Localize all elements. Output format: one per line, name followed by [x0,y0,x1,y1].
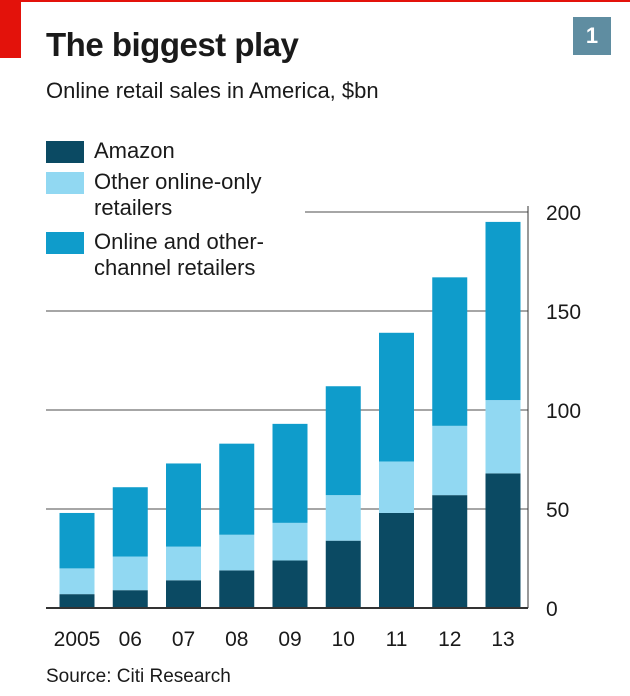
bar-segment-amazon-07 [166,580,201,608]
y-tick-label: 0 [546,598,558,621]
x-tick-label: 13 [491,628,514,651]
x-tick-label: 12 [438,628,461,651]
bar-segment-amazon-11 [379,513,414,608]
bar-segment-online-and-other-channel-2005 [60,513,95,568]
bar-segment-online-and-other-channel-08 [219,444,254,535]
bar-segment-amazon-13 [486,473,521,608]
bar-segment-other-online-only-08 [219,535,254,571]
bar-segment-amazon-2005 [60,594,95,608]
y-tick-label: 100 [546,400,581,423]
bar-segment-other-online-only-10 [326,495,361,541]
x-tick-label: 2005 [54,628,101,651]
x-tick-label: 07 [172,628,195,651]
x-tick-label: 08 [225,628,248,651]
bar-segment-amazon-06 [113,590,148,608]
x-tick-label: 09 [278,628,301,651]
bar-segment-other-online-only-06 [113,557,148,591]
bar-segment-other-online-only-13 [486,400,521,473]
bar-segment-other-online-only-11 [379,461,414,512]
bar-segment-other-online-only-07 [166,547,201,581]
y-tick-label: 50 [546,499,569,522]
bar-segment-amazon-10 [326,541,361,608]
bar-segment-online-and-other-channel-13 [486,222,521,400]
bar-segment-online-and-other-channel-07 [166,463,201,546]
y-tick-label: 200 [546,202,581,225]
source-note: Source: Citi Research [46,666,231,688]
x-tick-label: 11 [386,628,408,651]
bar-segment-amazon-08 [219,570,254,608]
bar-segment-online-and-other-channel-09 [273,424,308,523]
bar-segment-amazon-12 [432,495,467,608]
bar-segment-online-and-other-channel-12 [432,277,467,426]
bar-segment-other-online-only-2005 [60,568,95,594]
bar-segment-other-online-only-09 [273,523,308,561]
bar-segment-online-and-other-channel-06 [113,487,148,556]
y-tick-label: 150 [546,301,581,324]
bar-segment-other-online-only-12 [432,426,467,495]
bar-segment-online-and-other-channel-11 [379,333,414,462]
bar-segment-amazon-09 [273,560,308,608]
stacked-bar-chart: 0 50 100 150 200 2005 06 07 08 09 10 11 12 13 [0,0,630,696]
bar-segment-online-and-other-channel-10 [326,386,361,495]
x-tick-label: 10 [332,628,355,651]
x-tick-label: 06 [119,628,142,651]
